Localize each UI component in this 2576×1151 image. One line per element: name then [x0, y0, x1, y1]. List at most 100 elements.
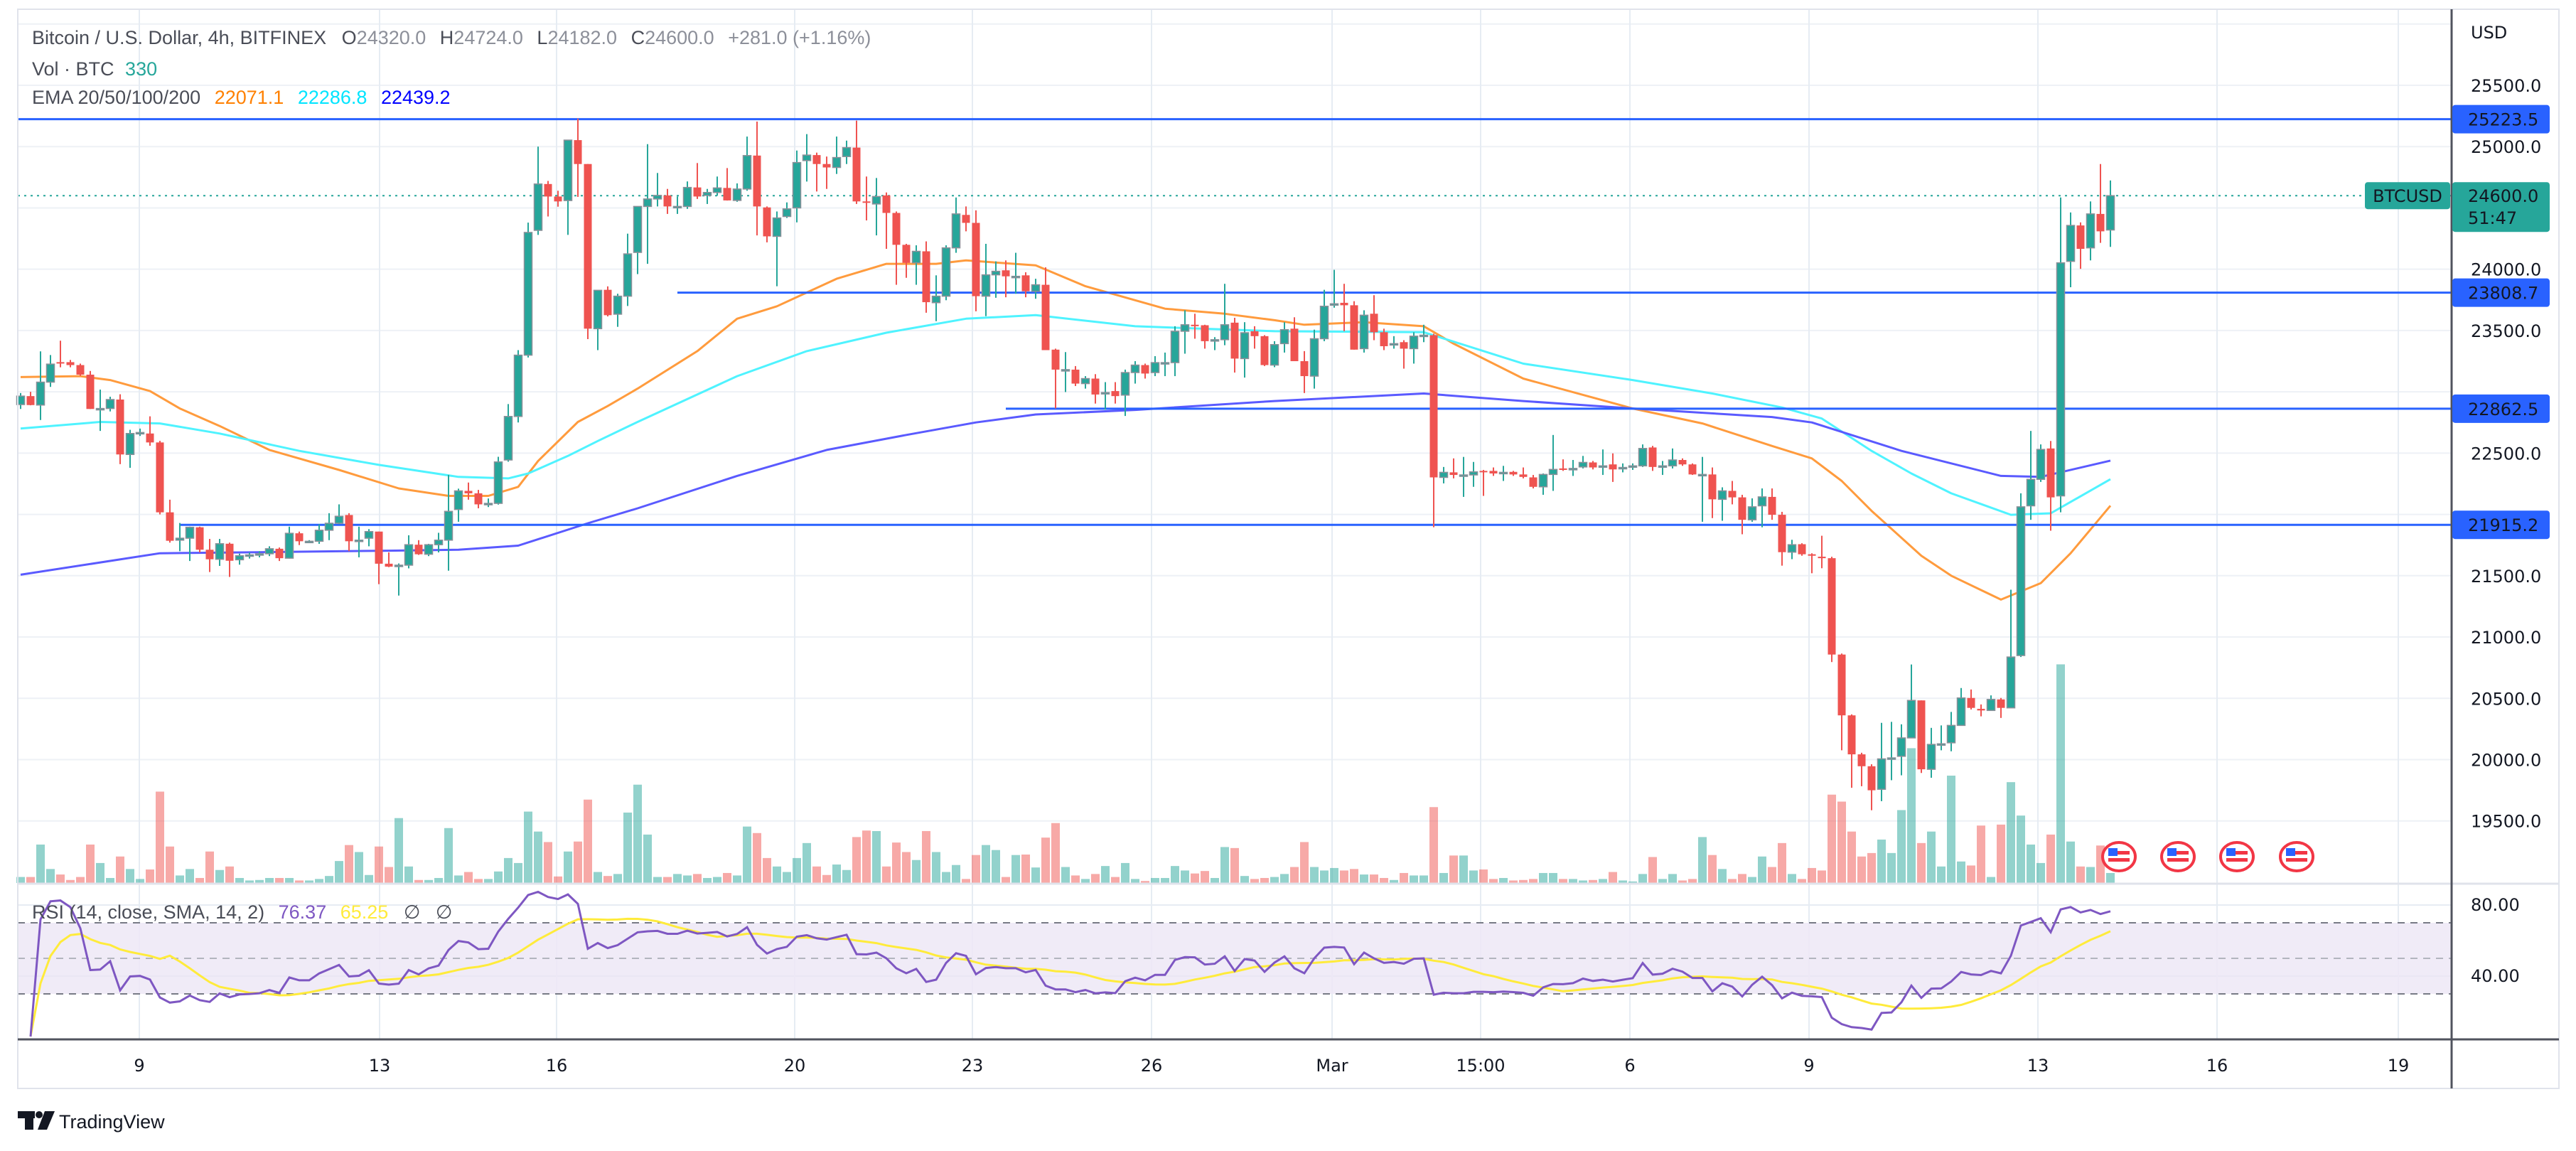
volume-bar: [1021, 855, 1030, 883]
level-label-box: [2452, 510, 2550, 540]
volume-bar: [1191, 873, 1199, 883]
event-flags[interactable]: [2101, 841, 2314, 872]
candle-body: [1250, 331, 1259, 336]
low-label: L: [537, 27, 547, 48]
volume-bar: [36, 844, 45, 883]
candle-body: [254, 553, 264, 556]
candle: [1080, 376, 1090, 389]
us-flag-icon[interactable]: [2219, 841, 2255, 872]
candle-body: [156, 442, 164, 513]
candle-body: [712, 187, 722, 193]
volume-bar: [1539, 872, 1547, 883]
volume-bar: [444, 828, 453, 883]
volume-bar: [494, 871, 503, 883]
open-value: 24320.0: [357, 27, 426, 48]
volume-bar: [982, 845, 990, 883]
candle-body: [444, 510, 454, 541]
price-tick-label: 25000.0: [2471, 137, 2541, 157]
volume-bar: [1320, 870, 1329, 883]
candle-body: [2096, 213, 2105, 232]
volume-bar: [1091, 874, 1100, 883]
candle-body: [1917, 700, 1926, 770]
candle: [1359, 310, 1369, 353]
volume-bar: [1668, 874, 1677, 883]
volume-bar: [1609, 872, 1617, 883]
volume-bar: [1071, 875, 1080, 883]
symbol-title[interactable]: Bitcoin / U.S. Dollar, 4h, BITFINEX: [32, 27, 326, 48]
candle: [394, 563, 404, 596]
volume-bar: [1738, 874, 1746, 883]
volume-bar: [892, 842, 901, 883]
candle: [125, 429, 135, 469]
candle-body: [902, 245, 911, 263]
candle-body: [732, 188, 742, 201]
candle: [1400, 340, 1408, 369]
price-axis[interactable]: 25500.0 25000.0 24000.0 23500.0 22500.0 21500…: [2471, 76, 2541, 832]
candle-body: [2086, 213, 2095, 249]
candle: [2056, 197, 2066, 513]
chart-frame: [17, 9, 2560, 1089]
candle: [643, 144, 653, 264]
volume-bar: [504, 857, 512, 883]
us-flag-icon[interactable]: [2279, 841, 2314, 872]
candle: [254, 551, 264, 557]
ema-label[interactable]: EMA 20/50/100/200: [32, 87, 200, 108]
volume-bar: [1280, 874, 1289, 883]
volume-label[interactable]: Vol · BTC: [32, 58, 114, 80]
time-label: 9: [134, 1056, 144, 1076]
close-label: C: [631, 27, 645, 48]
volume-bar: [315, 879, 323, 883]
volume-bar: [932, 852, 940, 883]
rsi-label[interactable]: RSI (14, close, SMA, 14, 2): [32, 901, 264, 923]
bar-countdown: 51:47: [2468, 208, 2517, 228]
us-flag-icon[interactable]: [2160, 841, 2196, 872]
candle-body: [1319, 306, 1329, 340]
candle: [792, 150, 802, 223]
candle-body: [1857, 754, 1866, 766]
ema-50-line: [20, 314, 2111, 516]
ema50-value: 22286.8: [298, 87, 367, 108]
rsi-extra-2: ∅: [436, 901, 453, 923]
volume-bar: [1300, 842, 1309, 883]
currency-label[interactable]: USD: [2471, 23, 2507, 43]
volume-bar: [2066, 841, 2075, 883]
volume-bar: [1230, 847, 1239, 883]
candle: [603, 286, 612, 317]
tradingview-logo[interactable]: TradingView: [18, 1111, 165, 1133]
volume-bar: [1907, 748, 1916, 883]
volume-bar: [2076, 866, 2085, 883]
volume-bar: [743, 826, 751, 883]
candle: [16, 392, 26, 409]
candle-body: [563, 139, 573, 201]
volume-bar: [812, 866, 821, 883]
volume-bar: [1688, 879, 1697, 883]
volume-bar: [882, 866, 891, 883]
volume-bar: [186, 869, 194, 883]
volume-bar: [1599, 879, 1607, 883]
candle-body: [513, 354, 523, 417]
us-flag-icon[interactable]: [2101, 841, 2137, 872]
volume-bar: [1837, 801, 1846, 883]
candle-body: [434, 540, 444, 545]
volume-bar: [1011, 855, 1020, 883]
candle: [474, 490, 483, 508]
candle: [1191, 314, 1199, 339]
candle: [1459, 456, 1469, 497]
candle: [1917, 700, 1926, 773]
time-axis[interactable]: 9 13 16 20 23 26 Mar 15:00 6 9 13 16 19: [134, 1056, 2409, 1076]
volume-bar: [623, 812, 632, 883]
flag-stripe: [2286, 851, 2307, 855]
candle: [434, 532, 444, 553]
candle: [554, 191, 562, 207]
candle-body: [76, 365, 85, 375]
volume-bar: [912, 860, 921, 883]
candle: [2006, 589, 2016, 709]
flag-canton: [2108, 848, 2118, 856]
candle-body: [36, 381, 45, 406]
candle: [742, 136, 752, 191]
candle-body: [584, 164, 592, 329]
time-label: 9: [1803, 1056, 1814, 1076]
candle: [304, 540, 314, 544]
candle-body: [1290, 328, 1299, 362]
